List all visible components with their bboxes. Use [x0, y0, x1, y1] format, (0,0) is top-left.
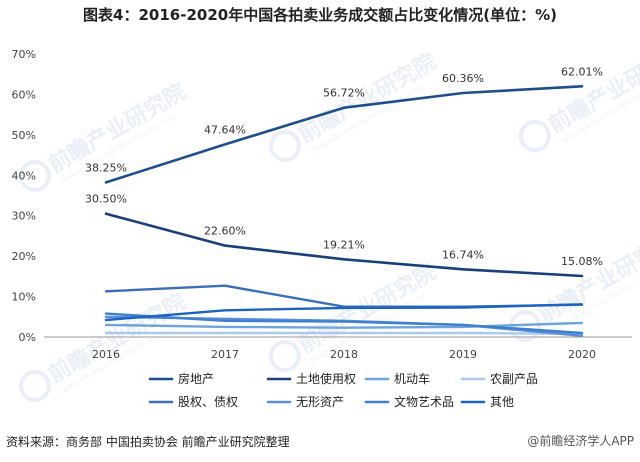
watermark-logo-icon — [18, 370, 51, 402]
series-line-6 — [104, 312, 584, 335]
series-line-0 — [104, 85, 584, 184]
data-label: 30.50% — [85, 193, 127, 206]
y-tick-label: 70% — [12, 48, 36, 61]
legend-label: 机动车 — [394, 371, 430, 386]
y-tick-label: 20% — [12, 250, 36, 263]
y-tick-label: 0% — [19, 331, 36, 344]
y-tick-label: 40% — [12, 169, 36, 182]
series-line-3 — [104, 331, 584, 335]
legend-item: 房地产 — [148, 371, 214, 386]
series-layer — [104, 85, 584, 337]
data-labels: 38.25% 47.64% 56.72% 60.36% 62.01% 30.50% 22.6… — [85, 65, 603, 268]
legend-item: 无形资产 — [266, 395, 344, 409]
data-label: 62.01% — [561, 65, 603, 78]
watermark-logo-icon — [268, 340, 301, 372]
legend-label: 股权、债权 — [178, 395, 238, 409]
watermark-brand: 前瞻产业研究院 — [44, 289, 190, 389]
series-line-1 — [104, 212, 584, 278]
data-label: 38.25% — [85, 161, 127, 174]
y-tick-label: 10% — [12, 291, 36, 304]
x-axis: 2016 2017 2018 2019 2020 — [44, 336, 632, 361]
y-tick-label: 30% — [12, 210, 36, 223]
y-tick-label: 60% — [12, 88, 36, 101]
legend-label: 土地使用权 — [296, 371, 356, 386]
legend-item: 土地使用权 — [266, 371, 356, 386]
x-tick-label: 2018 — [330, 348, 358, 361]
legend-item: 机动车 — [364, 371, 430, 386]
watermark-credit: @前瞻经济学人APP — [527, 434, 634, 448]
data-label: 56.72% — [323, 87, 365, 100]
legend-item: 农副产品 — [460, 372, 538, 386]
series-line-7 — [104, 303, 584, 322]
x-tick-label: 2020 — [568, 348, 596, 361]
y-axis: 0% 10% 20% 30% 40% 50% 60% 70% — [12, 48, 36, 344]
data-label: 19.21% — [323, 238, 365, 251]
data-label: 16.74% — [442, 248, 484, 261]
watermark-logo-icon — [518, 120, 551, 152]
source-note: 资料来源：商务部 中国拍卖协会 前瞻产业研究院整理 — [6, 435, 290, 449]
legend-item: 文物艺术品 — [364, 394, 454, 409]
legend-label: 其他 — [490, 395, 514, 409]
data-label: 22.60% — [204, 225, 246, 238]
x-tick-label: 2016 — [92, 348, 120, 361]
watermark-logo-icon — [18, 160, 51, 192]
y-tick-label: 50% — [12, 129, 36, 142]
chart-title: 图表4：2016-2020年中国各拍卖业务成交额占比变化情况(单位：%) — [83, 6, 557, 24]
legend-label: 农副产品 — [490, 372, 538, 386]
x-tick-label: 2017 — [211, 348, 239, 361]
legend-item: 其他 — [460, 395, 514, 409]
legend-item: 股权、债权 — [148, 395, 238, 409]
legend-label: 文物艺术品 — [394, 394, 454, 409]
data-label: 15.08% — [561, 255, 603, 268]
data-label: 47.64% — [204, 123, 246, 136]
series-line-2 — [104, 321, 584, 329]
data-label: 60.36% — [442, 72, 484, 85]
legend-label: 无形资产 — [296, 395, 344, 409]
watermark-logo-icon — [268, 130, 301, 162]
x-tick-label: 2019 — [449, 348, 477, 361]
legend-label: 房地产 — [178, 371, 214, 386]
